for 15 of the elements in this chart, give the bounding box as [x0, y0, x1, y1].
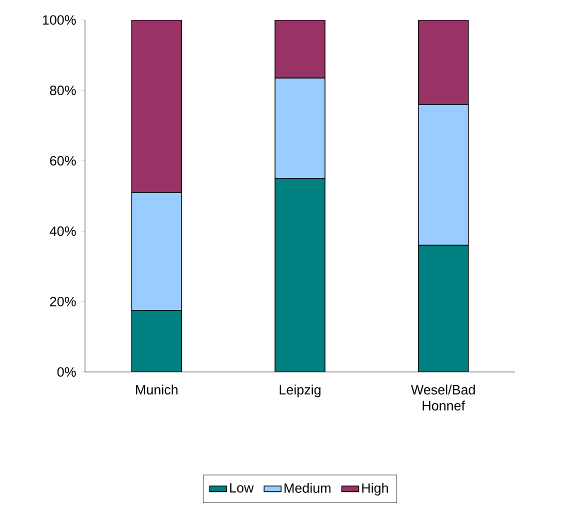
y-tick-label: 40%	[50, 226, 76, 236]
y-tick-label: 60%	[50, 156, 76, 166]
x-tick-label: Leipzig	[280, 384, 320, 398]
bar	[418, 244, 469, 372]
y-tick-label: 0%	[57, 367, 76, 377]
y-tick-label: 80%	[50, 86, 76, 96]
x-tick-label: Wesel/Bad Honnef	[411, 384, 475, 410]
y-tick-label: 20%	[50, 296, 76, 306]
bar	[131, 310, 182, 372]
legend-label: High	[362, 482, 388, 496]
bar	[274, 178, 326, 372]
legend-label: Medium	[284, 482, 330, 493]
y-tick-label: 100%	[42, 15, 76, 25]
legend-label: Low	[230, 483, 254, 493]
x-tick-label: Munich	[136, 384, 178, 395]
